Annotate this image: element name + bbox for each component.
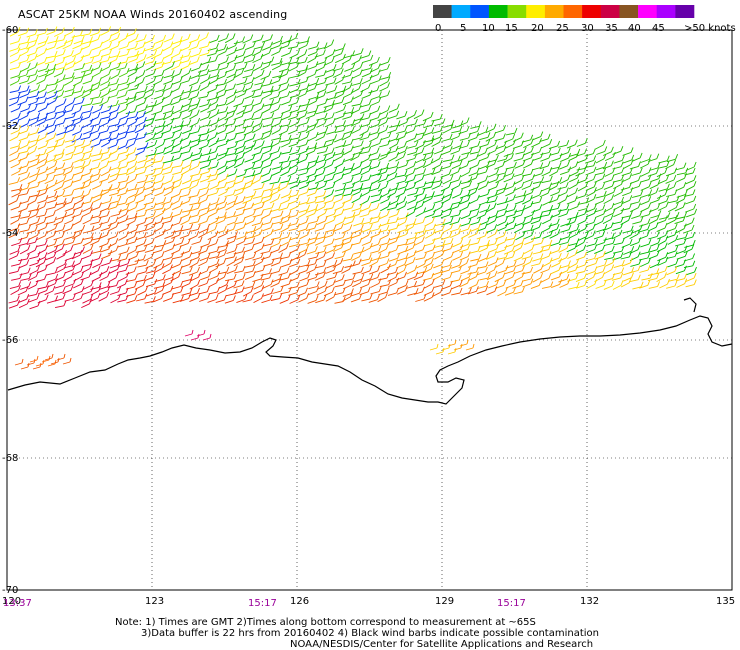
legend-tick-label: 30 <box>581 23 594 34</box>
legend-swatch <box>470 5 490 18</box>
legend-tick-label: 0 <box>435 23 441 34</box>
legend-tick-label: 35 <box>605 23 618 34</box>
time-label-end: 15:17 <box>497 598 526 609</box>
coastline <box>7 315 733 405</box>
longitude-label: 123 <box>145 596 164 607</box>
note-line-3: NOAA/NESDIS/Center for Satellite Applica… <box>290 639 594 650</box>
latitude-label: -70 <box>2 585 18 596</box>
legend-swatch <box>619 5 639 18</box>
legend-tick-label: 45 <box>652 23 665 34</box>
legend-swatch <box>600 5 620 18</box>
legend-swatch <box>675 5 695 18</box>
longitude-label: 126 <box>290 596 309 607</box>
legend-swatch <box>526 5 546 18</box>
legend-swatch <box>507 5 527 18</box>
wind-barbs <box>8 26 698 370</box>
longitude-label: 120 <box>2 596 21 607</box>
note-line-1: Note: 1) Times are GMT 2)Times along bot… <box>115 617 536 628</box>
legend-swatch <box>582 5 601 18</box>
legend-swatch <box>544 5 564 18</box>
legend-tick-label: 20 <box>531 23 544 34</box>
legend-tick-label: 25 <box>556 23 569 34</box>
latitude-label: -66 <box>2 335 18 346</box>
latitude-label: -68 <box>2 453 18 464</box>
legend-tick-label: 5 <box>460 23 466 34</box>
legend-swatch <box>451 5 471 18</box>
legend-labels: 0 5 10 15 20 25 30 35 40 45 >50 knots <box>435 23 736 34</box>
time-label-start: 13:37 <box>3 598 32 609</box>
wind-speed-legend: 0 5 10 15 20 25 30 35 40 45 >50 knots <box>433 5 736 34</box>
legend-tick-label: >50 knots <box>684 23 736 34</box>
legend-swatch <box>433 5 452 18</box>
latitude-label: -64 <box>2 228 18 239</box>
longitude-label: 132 <box>580 596 599 607</box>
map-frame <box>6 29 733 591</box>
note-line-2: 3)Data buffer is 22 hrs from 20160402 4)… <box>141 628 599 639</box>
longitude-label: 135 <box>716 596 735 607</box>
map-title: ASCAT 25KM NOAA Winds 20160402 ascending <box>18 8 288 21</box>
legend-swatch <box>638 5 657 18</box>
time-label-mid: 15:17 <box>248 598 277 609</box>
latitude-label: -60 <box>2 25 18 36</box>
legend-color-bar <box>433 5 695 18</box>
legend-swatch <box>563 5 583 18</box>
coastline-offshore <box>683 297 697 313</box>
legend-tick-label: 15 <box>505 23 518 34</box>
latitude-label: -62 <box>2 121 18 132</box>
longitude-label: 129 <box>435 596 454 607</box>
legend-swatch <box>656 5 676 18</box>
legend-swatch <box>488 5 508 18</box>
legend-tick-label: 40 <box>628 23 641 34</box>
legend-tick-label: 10 <box>482 23 495 34</box>
